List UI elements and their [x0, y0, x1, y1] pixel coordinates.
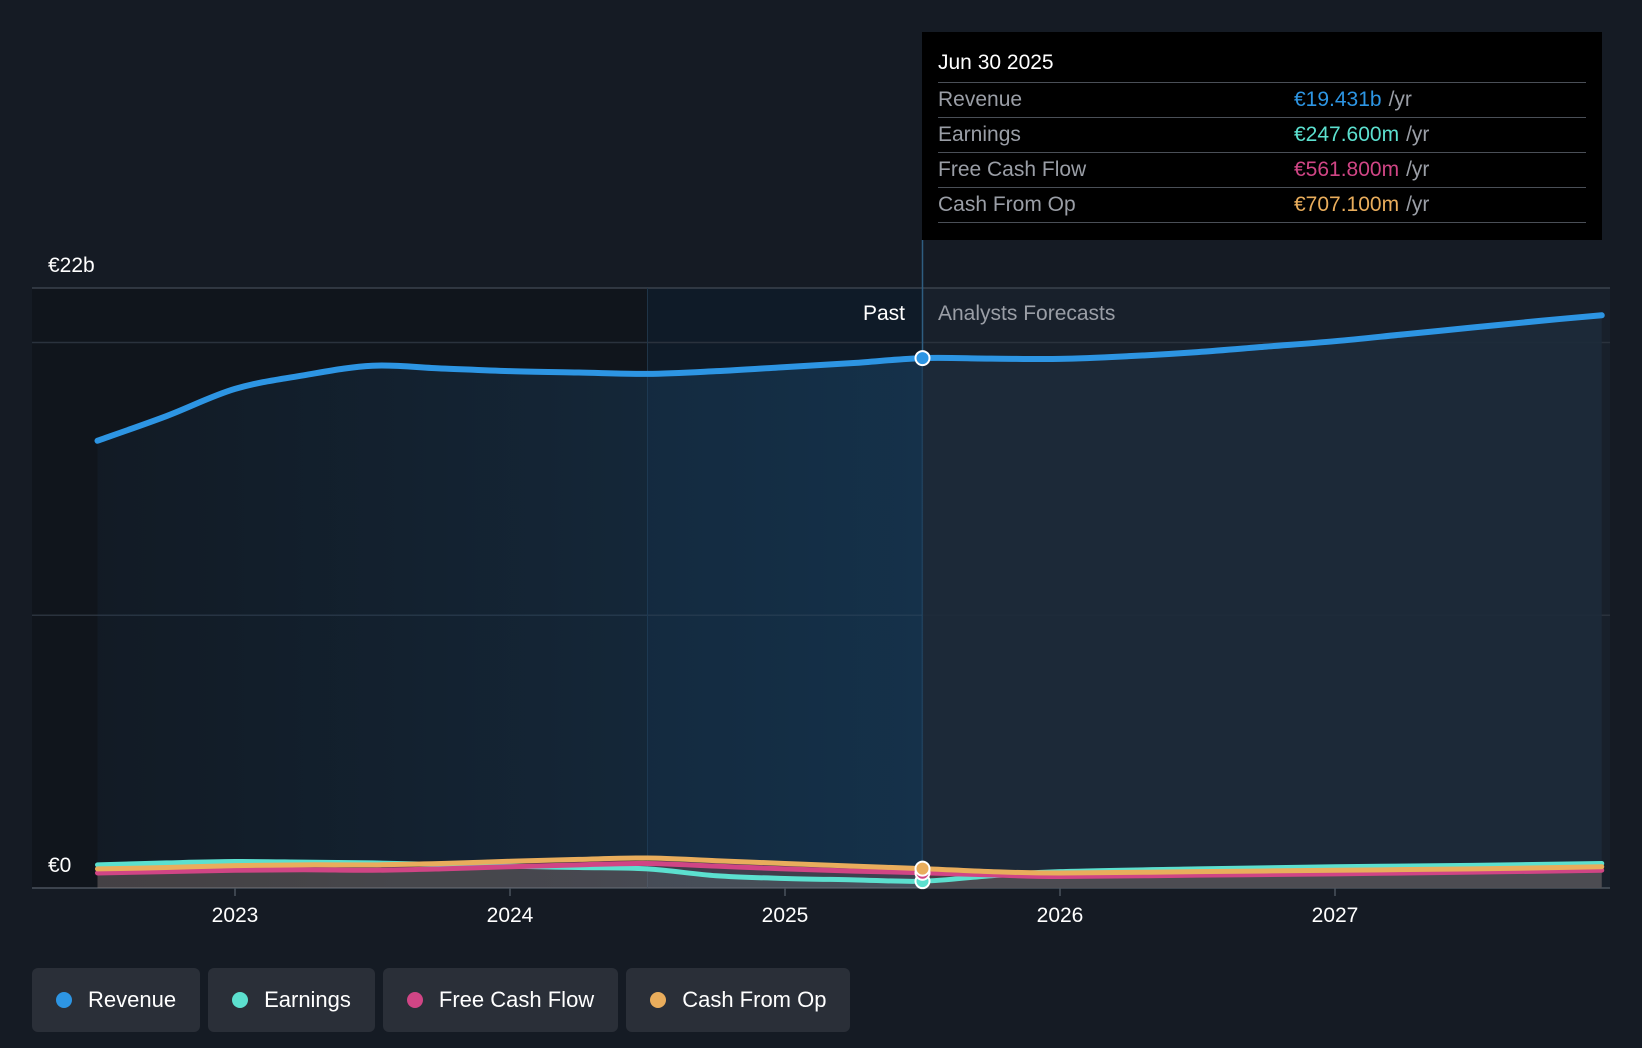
cfo-marker [914, 860, 931, 877]
legend-item-earnings[interactable]: Earnings [208, 968, 375, 1032]
past-label: Past [863, 302, 905, 325]
fcf-line [95, 860, 1605, 880]
x-tick-label: 2026 [1037, 904, 1084, 927]
legend-dot-icon [56, 992, 72, 1008]
tooltip-label: Free Cash Flow [938, 158, 1087, 181]
legend-dot-icon [232, 992, 249, 1008]
tooltip-row-earnings: Earnings €247.600m /yr [938, 117, 1586, 152]
tooltip-unit: /yr [1388, 88, 1412, 111]
tooltip-label: Cash From Op [938, 193, 1076, 216]
tooltip-label: Earnings [938, 123, 1021, 146]
legend-item-free-cash-flow[interactable]: Free Cash Flow [382, 968, 619, 1032]
revenue-area-past [97, 358, 923, 888]
tooltip-unit: /yr [1406, 158, 1430, 181]
legend-label: Earnings [264, 987, 351, 1012]
forecast-label: Analysts Forecasts [938, 302, 1115, 325]
x-tick-label: 2024 [487, 904, 534, 927]
earnings-line [95, 859, 1605, 884]
revenue-line [94, 312, 1605, 444]
tooltip-date: Jun 30 2025 [938, 51, 1054, 74]
y-axis-min-label: €0 [48, 854, 71, 877]
tooltip-row-free-cash-flow: Free Cash Flow €561.800m /yr [938, 152, 1586, 187]
x-tick-label: 2027 [1312, 904, 1359, 927]
tooltip-value: €561.800m [1294, 158, 1400, 181]
revenue-marker [914, 350, 931, 367]
chart-legend: Revenue Earnings Free Cash Flow Cash Fro… [32, 968, 851, 1032]
legend-dot-icon [406, 992, 423, 1008]
legend-dot-icon [650, 992, 667, 1008]
tooltip-row-revenue: Revenue €19.431b /yr [938, 82, 1586, 117]
y-axis-max-label: €22b [48, 254, 95, 277]
tooltip-value: €247.600m [1294, 123, 1400, 146]
revenue-area-forecast [922, 315, 1602, 888]
tooltip-row-cash-from-op: Cash From Op €707.100m /yr [938, 187, 1586, 223]
tooltip-unit: /yr [1406, 123, 1430, 146]
data-tooltip: Jun 30 2025 Revenue €19.431b /yr Earning… [922, 32, 1602, 240]
legend-label: Free Cash Flow [438, 987, 595, 1012]
legend-item-revenue[interactable]: Revenue [32, 968, 201, 1032]
legend-label: Revenue [88, 987, 177, 1012]
tooltip-unit: /yr [1406, 193, 1430, 216]
x-tick-label: 2025 [762, 904, 809, 927]
legend-label: Cash From Op [682, 987, 827, 1012]
tooltip-value: €707.100m [1294, 193, 1400, 216]
legend-item-cash-from-op[interactable]: Cash From Op [626, 968, 851, 1032]
tooltip-value: €19.431b [1294, 88, 1382, 111]
tooltip-label: Revenue [938, 88, 1023, 111]
cfo-line [95, 855, 1605, 876]
x-tick-label: 2023 [212, 904, 259, 927]
